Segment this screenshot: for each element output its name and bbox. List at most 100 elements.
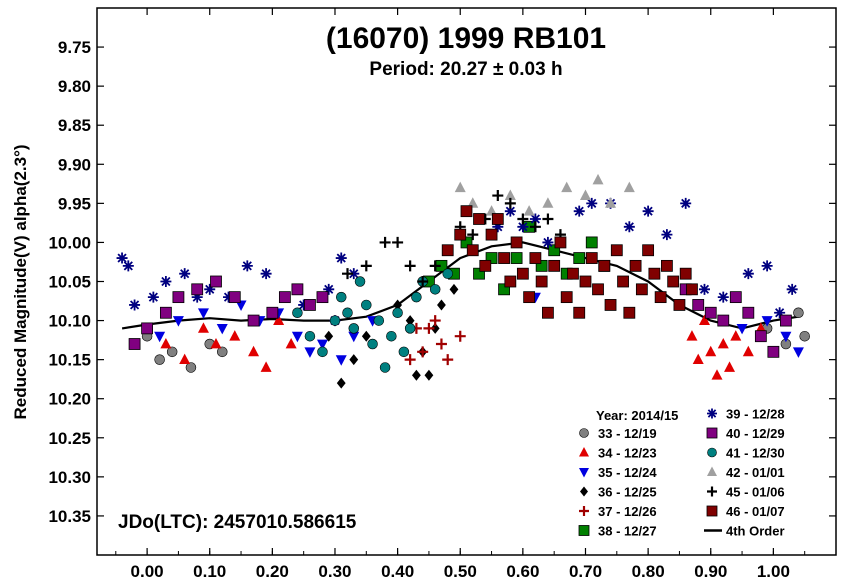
data-point-series-5 [435, 338, 447, 350]
data-point-series-3 [291, 331, 303, 343]
y-tick-label: 9.90 [58, 155, 91, 174]
data-point-series-12 [567, 267, 579, 280]
data-point-series-7 [642, 205, 654, 217]
y-tick-label: 9.95 [58, 194, 91, 213]
data-point-series-2 [742, 345, 754, 357]
data-point-series-8 [159, 306, 172, 319]
data-point-series-7 [774, 307, 786, 319]
legend-swatch [579, 428, 589, 438]
data-point-series-8 [304, 299, 316, 311]
y-tick-label: 10.05 [48, 273, 91, 292]
data-point-series-4 [405, 315, 415, 327]
data-point-series-12 [485, 228, 498, 241]
data-point-series-3 [348, 331, 360, 343]
data-point-series-8 [779, 314, 792, 327]
data-point-series-5 [404, 354, 416, 366]
legend-swatch [707, 447, 717, 458]
data-point-series-2 [179, 353, 191, 365]
legend-swatch [706, 427, 718, 439]
data-point-series-4 [430, 322, 440, 334]
data-point-series-7 [335, 252, 347, 264]
data-point-series-2 [160, 337, 172, 349]
data-point-series-6 [473, 267, 485, 280]
legend-swatch [706, 505, 718, 517]
data-point-series-11 [360, 260, 372, 272]
data-point-series-2 [730, 330, 742, 341]
axis-ticks: 0.00 0.10 0.20 0.30 0.40 0.50 0.60 0.70 0.80 0.90… [48, 8, 836, 580]
y-tick-label: 10.25 [48, 429, 91, 448]
data-point-series-7 [179, 268, 191, 280]
data-point-series-11 [492, 190, 504, 202]
data-point-series-12 [686, 283, 698, 296]
data-point-series-7 [786, 283, 798, 295]
data-point-series-7 [241, 260, 253, 272]
data-point-series-7 [529, 213, 541, 225]
data-point-series-8 [717, 314, 730, 327]
x-tick-label: 0.30 [318, 562, 351, 580]
data-point-series-6 [573, 252, 586, 264]
data-point-series-7 [323, 283, 335, 295]
y-tick-label: 9.85 [58, 116, 91, 135]
data-point-series-4 [393, 299, 403, 311]
data-point-series-4 [324, 330, 334, 342]
data-point-series-12 [629, 259, 642, 272]
data-point-series-7 [204, 283, 216, 295]
data-point-series-2 [717, 337, 729, 349]
data-point-series-10 [542, 197, 554, 208]
data-point-series-3 [197, 308, 209, 319]
data-point-series-3 [172, 316, 184, 327]
data-point-series-9 [442, 268, 453, 279]
legend-label: 38 - 12/27 [598, 524, 657, 539]
data-point-series-9 [392, 307, 403, 319]
data-point-series-6 [498, 283, 510, 296]
data-point-series-10 [561, 181, 573, 193]
x-tick-label: 0.90 [694, 562, 727, 580]
data-point-series-3 [335, 355, 347, 366]
data-point-series-8 [316, 291, 329, 304]
data-point-series-6 [535, 259, 548, 272]
y-tick-label: 9.80 [58, 77, 91, 96]
data-point-series-4 [349, 354, 359, 366]
data-point-series-2 [248, 345, 260, 357]
data-point-series-12 [504, 275, 517, 288]
data-point-series-1 [166, 346, 178, 358]
data-point-series-2 [210, 337, 222, 349]
data-point-series-4 [424, 369, 434, 381]
data-point-series-1 [217, 346, 228, 358]
data-point-series-6 [485, 252, 498, 264]
data-point-series-3 [780, 331, 792, 343]
data-point-series-12 [617, 275, 629, 288]
legend: Year: 2014/15 33 - 12/19 34 - 12/23 35 - 1… [578, 407, 785, 539]
data-point-series-5 [429, 315, 441, 327]
data-point-series-10 [486, 205, 498, 216]
data-point-series-1 [799, 330, 810, 342]
data-point-series-6 [548, 244, 561, 257]
fit-curve [121, 241, 799, 330]
data-point-series-12 [654, 291, 667, 304]
data-point-series-9 [317, 346, 328, 358]
data-point-series-7 [504, 205, 516, 217]
y-tick-label: 10.15 [48, 351, 91, 370]
data-points [116, 173, 810, 389]
data-point-series-3 [154, 331, 166, 343]
data-point-series-11 [342, 268, 354, 280]
data-point-series-9 [379, 362, 391, 373]
data-point-series-7 [147, 291, 159, 303]
legend-label: 34 - 12/23 [598, 446, 657, 461]
data-point-series-7 [223, 291, 235, 303]
data-point-series-11 [404, 260, 416, 272]
legend-label: 36 - 12/25 [598, 485, 657, 500]
x-tick-label: 0.40 [381, 562, 414, 580]
data-point-series-4 [449, 283, 459, 295]
x-tick-label: 0.70 [569, 562, 602, 580]
data-point-series-7 [191, 291, 203, 303]
data-point-series-12 [479, 259, 492, 272]
data-point-series-12 [542, 306, 554, 319]
legend-label: 39 - 12/28 [726, 407, 785, 422]
data-point-series-10 [592, 173, 604, 185]
data-point-series-12 [623, 306, 636, 319]
data-point-series-9 [329, 315, 341, 326]
y-tick-label: 10.20 [48, 390, 91, 409]
legend-title: Year: 2014/15 [596, 408, 678, 423]
